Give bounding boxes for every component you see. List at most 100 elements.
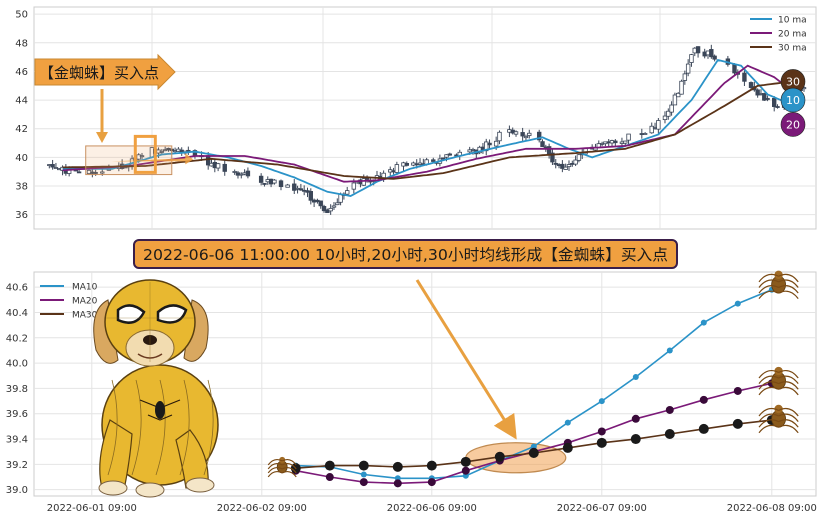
candle (321, 204, 327, 213)
candle-body (550, 152, 555, 163)
top-legend-label: 10 ma (778, 16, 807, 26)
spider-ma30-end-icon (758, 404, 799, 434)
ma-badge: 20 (780, 112, 806, 137)
mascot-left-paw (98, 480, 128, 496)
candle-body (345, 190, 350, 195)
candle (258, 173, 264, 186)
chart-title-box: 2022-06-06 11:00:00 10小时,20小时,30小时均线形成【金… (133, 239, 678, 269)
bottom-x-tick-label: 2022-06-02 09:00 (217, 503, 307, 514)
candle-body (76, 171, 82, 174)
candle (540, 139, 545, 148)
candle (679, 79, 684, 95)
mascot-chest-spider-icon (155, 401, 165, 419)
candle-body (765, 98, 770, 100)
candle-body (285, 184, 290, 188)
candle-body (712, 55, 717, 60)
candle (765, 95, 770, 102)
candle-body (467, 149, 472, 153)
spider-leg (778, 285, 799, 294)
candle (566, 160, 572, 171)
top-plot-area (33, 6, 817, 230)
series-point-ma30 (494, 451, 505, 462)
top-y-tick-label: 38 (15, 182, 28, 193)
title-background (133, 239, 678, 269)
spider-head (774, 270, 783, 280)
series-point-ma10 (598, 398, 605, 405)
candle (573, 155, 578, 167)
ma-badge-label: 30 (786, 75, 800, 88)
candle-body (239, 173, 244, 176)
top-y-tick-label: 46 (15, 67, 28, 78)
candle-body (335, 202, 340, 206)
candle-body (328, 207, 333, 212)
candle-body (513, 131, 519, 135)
top-y-tick-label: 42 (15, 124, 28, 135)
candle (563, 163, 568, 170)
candle (308, 188, 314, 205)
candle (159, 149, 165, 155)
candle-body (553, 162, 558, 165)
mascot-web-line (131, 379, 142, 476)
candle-body (649, 125, 654, 134)
spider-leg (758, 386, 779, 396)
candle-body (685, 63, 691, 74)
bottom-y-tick-label: 39.6 (6, 409, 28, 420)
top-y-tick-label: 40 (15, 153, 28, 164)
candle-body (642, 133, 648, 135)
spider-head (774, 366, 783, 376)
series-point-ma20 (631, 414, 640, 423)
candle (576, 154, 582, 163)
spider-leg (778, 369, 799, 379)
series-point-ma10 (666, 347, 673, 354)
candle (394, 161, 400, 176)
top-legend-label: 20 ma (778, 30, 807, 40)
series-point-ma10 (360, 471, 367, 478)
candle-body (775, 106, 780, 108)
candle-body (666, 110, 671, 117)
series-point-ma20 (699, 395, 708, 404)
ma-badge: 30 (780, 69, 806, 94)
spider-leg (758, 290, 779, 300)
series-point-ma30 (630, 434, 641, 445)
bottom-y-tick-label: 39.2 (6, 460, 28, 471)
chart-title: 2022-06-06 11:00:00 10小时,20小时,30小时均线形成【金… (143, 246, 668, 264)
series-point-ma30 (460, 456, 471, 467)
spider-leg (758, 381, 779, 390)
candle-body (613, 140, 618, 144)
series-point-ma10 (564, 419, 571, 426)
mascot-web-line (155, 379, 166, 476)
spider-leg (267, 458, 283, 466)
candle-body (772, 98, 777, 108)
spider-leg (778, 375, 799, 385)
candle (649, 122, 654, 134)
candle (536, 129, 542, 143)
overlay: 2022-06-06 11:00:00 10小时,20小时,30小时均线形成【金… (93, 239, 678, 498)
top-panel: 36 38 40 42 44 46 48 50 【金蜘蛛】买入点 10 ma 20 ma 30 ma 3… (15, 6, 817, 230)
candle (298, 183, 304, 191)
candle (560, 160, 565, 173)
spider-leg (778, 419, 799, 428)
candle-body (331, 205, 337, 208)
candle-body (321, 206, 327, 212)
title-pointer-arrow (415, 279, 517, 440)
candle (682, 70, 688, 85)
bottom-legend-label: MA10 (72, 283, 98, 293)
series-point-ma30 (528, 447, 539, 458)
candle-body (679, 80, 684, 95)
top-y-tick-label: 50 (15, 10, 28, 21)
candle (642, 132, 648, 135)
top-legend-label: 30 ma (778, 44, 807, 54)
candle-body (162, 149, 168, 152)
candle (53, 162, 59, 169)
mascot-right-leg (175, 429, 209, 489)
candle (404, 161, 409, 167)
series-point-ma20 (359, 478, 368, 487)
candle-body (742, 72, 747, 82)
candle (139, 152, 145, 160)
ma-badge-label: 10 (786, 94, 800, 107)
candle (487, 139, 492, 149)
candle-body (523, 135, 529, 139)
candle (328, 204, 333, 215)
candle-body (394, 164, 400, 173)
candle-body (656, 120, 661, 130)
